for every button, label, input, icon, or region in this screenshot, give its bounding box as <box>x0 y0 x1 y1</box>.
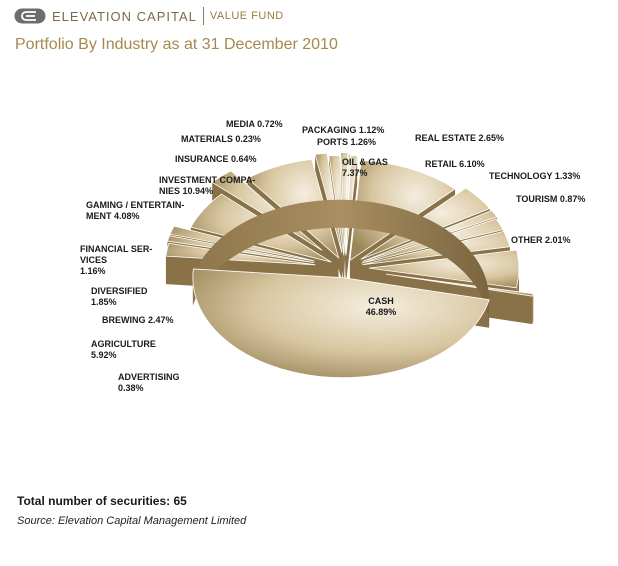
slice-label-oil-gas: OIL & GAS 7.37% <box>342 157 388 178</box>
slice-label-brewing: BREWING 2.47% <box>102 315 174 325</box>
pie-slice-side <box>532 293 534 325</box>
pie-slice-side <box>192 199 490 328</box>
slice-label-real-estate: REAL ESTATE 2.65% <box>415 133 504 143</box>
slice-label-packaging: PACKAGING 1.12% <box>302 125 384 135</box>
elevation-e-logo-icon <box>14 8 46 24</box>
slice-label-other: OTHER 2.01% <box>511 235 571 245</box>
slice-label-investment: INVESTMENT COMPA-NIES 10.94% <box>159 175 255 196</box>
fund-name: VALUE FUND <box>209 10 284 22</box>
pie-slice-top <box>386 273 534 297</box>
slice-label-cash: CASH 46.89% <box>366 296 397 317</box>
chart-title: Portfolio By Industry as at 31 December … <box>15 36 338 53</box>
pie-slice-top <box>192 268 490 379</box>
pie-slice-top <box>165 242 316 266</box>
slice-label-retail: RETAIL 6.10% <box>425 159 485 169</box>
slice-label-ports: PORTS 1.26% <box>317 137 376 147</box>
slice-label-agriculture: AGRICULTURE 5.92% <box>91 339 156 360</box>
pie-slice-cash <box>192 199 490 379</box>
slice-label-materials: MATERIALS 0.23% <box>181 134 261 144</box>
brand-name: ELEVATION CAPITAL <box>52 8 197 24</box>
slice-label-financial-services: FINANCIAL SER-VICES 1.16% <box>80 244 152 276</box>
source-note: Source: Elevation Capital Management Lim… <box>17 515 247 527</box>
brand-header: ELEVATION CAPITAL VALUE FUND <box>14 6 284 26</box>
brand-divider <box>202 7 204 25</box>
slice-label-media: MEDIA 0.72% <box>226 119 283 129</box>
slice-label-diversified: DIVERSIFIED 1.85% <box>91 286 148 307</box>
slice-label-advertising: ADVERTISING 0.38% <box>118 372 180 393</box>
securities-count: Total number of securities: 65 <box>17 494 187 508</box>
slice-label-insurance: INSURANCE 0.64% <box>175 154 257 164</box>
slice-label-technology: TECHNOLOGY 1.33% <box>489 171 580 181</box>
slice-label-gaming: GAMING / ENTERTAIN-MENT 4.08% <box>86 200 184 221</box>
slice-label-tourism: TOURISM 0.87% <box>516 194 585 204</box>
